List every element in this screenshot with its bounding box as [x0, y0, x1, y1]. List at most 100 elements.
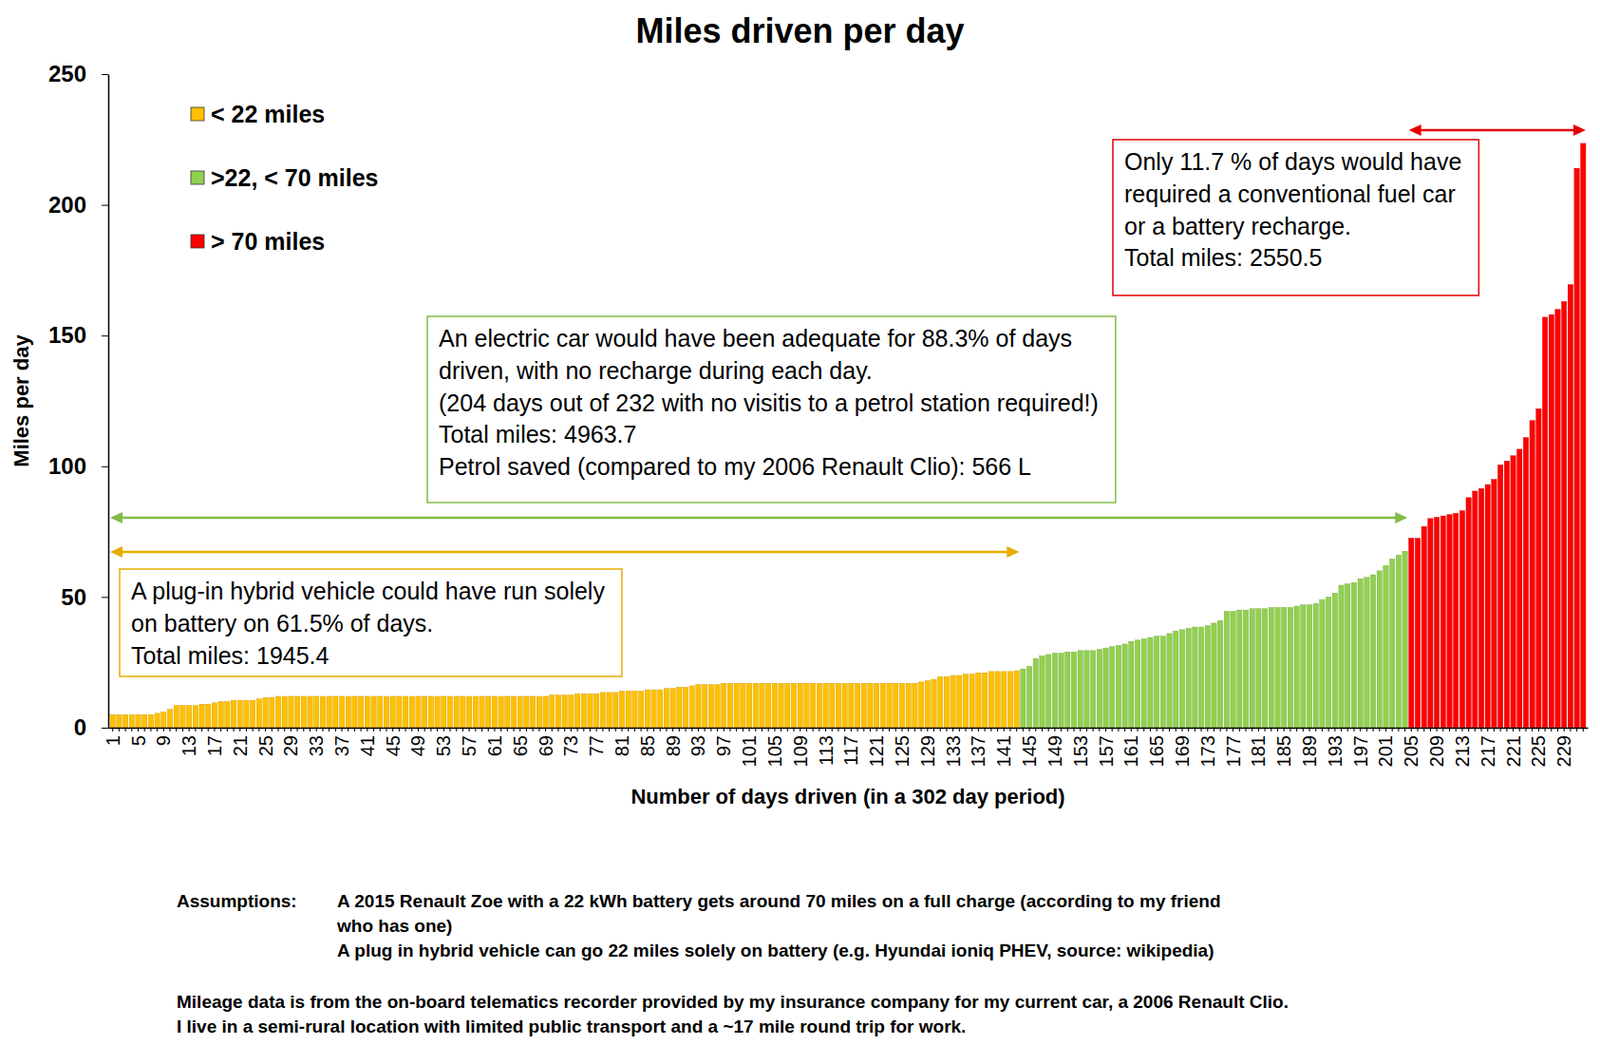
x-tick-mark: [1264, 727, 1266, 732]
bar: [1574, 168, 1580, 728]
annotation: An electric car would have been adequate…: [427, 316, 1116, 503]
x-tick-mark: [634, 727, 636, 732]
bar: [345, 696, 351, 728]
range-arrow: [1409, 124, 1586, 136]
x-tick-label: 113: [815, 734, 837, 766]
x-tick: [557, 727, 559, 732]
bar: [1033, 658, 1038, 728]
x-tick-mark: [1576, 727, 1578, 732]
bar: [314, 696, 320, 728]
bar: [536, 696, 542, 728]
bar: [357, 696, 363, 728]
bar: [1395, 554, 1401, 728]
x-tick-mark: [812, 727, 814, 732]
x-tick: 9: [152, 727, 174, 746]
x-tick: [564, 727, 565, 732]
x-tick-mark: [697, 727, 699, 732]
x-tick: [1022, 727, 1024, 732]
x-tick: [1041, 727, 1043, 732]
x-tick: [1175, 727, 1177, 732]
x-tick: 133: [942, 727, 964, 767]
bar: [1370, 574, 1375, 728]
x-tick: [500, 727, 502, 732]
x-tick-mark: [1003, 727, 1005, 732]
arrow-head: [1394, 511, 1408, 524]
bar: [1001, 671, 1007, 728]
x-tick-label: 197: [1350, 734, 1372, 767]
x-tick-mark: [1487, 727, 1488, 732]
bar: [352, 696, 358, 728]
bar: [1562, 301, 1567, 728]
bar: [1459, 510, 1465, 728]
bar: [1497, 464, 1503, 728]
x-tick: [1397, 727, 1399, 732]
x-tick: 53: [432, 727, 454, 756]
x-tick-mark: [220, 727, 222, 732]
x-tick: [538, 727, 540, 732]
bar: [211, 702, 217, 728]
bar: [835, 682, 841, 728]
x-tick: [1187, 727, 1189, 732]
x-tick: [583, 727, 584, 732]
bar: [962, 674, 968, 728]
x-tick-mark: [239, 727, 241, 732]
x-tick-mark: [264, 727, 266, 732]
x-tick: [1072, 727, 1074, 732]
x-tick: [1048, 727, 1050, 732]
x-tick-mark: [806, 727, 808, 732]
x-tick: [424, 727, 426, 732]
x-tick: [233, 727, 235, 732]
x-tick: [691, 727, 693, 732]
annotation-text: Only 11.7 % of days would have: [1124, 148, 1462, 175]
annotation-box: [119, 568, 622, 677]
bar: [1014, 670, 1019, 728]
x-tick-mark: [959, 727, 960, 732]
x-tick: [1404, 727, 1406, 732]
range-arrow: [110, 545, 1019, 558]
bar: [1148, 637, 1153, 728]
bar: [402, 696, 408, 728]
bar: [1039, 655, 1045, 728]
bar: [1504, 460, 1509, 728]
bar: [1325, 596, 1331, 728]
bar: [790, 682, 796, 728]
x-tick-mark: [1239, 727, 1241, 732]
bar: [1319, 599, 1325, 728]
x-tick: 181: [1247, 727, 1269, 767]
bar: [167, 709, 172, 728]
x-tick: [1060, 727, 1062, 732]
x-tick: [507, 727, 509, 732]
bar: [613, 692, 619, 728]
x-tick-mark: [1175, 727, 1177, 732]
x-tick: [488, 727, 490, 732]
bar: [1510, 455, 1516, 728]
x-tick: 165: [1146, 727, 1168, 767]
bar: [861, 682, 866, 728]
bar: [778, 682, 784, 728]
x-tick: [1086, 727, 1088, 732]
x-tick-mark: [1347, 727, 1349, 732]
x-tick: [1468, 727, 1469, 732]
x-tick-label: 49: [407, 734, 429, 756]
x-tick: [462, 727, 464, 732]
x-tick-label: 1: [102, 734, 124, 746]
x-tick: [532, 727, 534, 732]
x-tick: [1474, 727, 1476, 732]
bar: [230, 699, 236, 728]
annotation-text: An electric car would have been adequate…: [438, 324, 1073, 352]
x-tick: [405, 727, 407, 732]
bar: [1052, 653, 1057, 728]
x-tick: [761, 727, 763, 732]
x-tick: [1550, 727, 1552, 732]
bar: [734, 682, 739, 728]
x-tick-label: 229: [1553, 734, 1575, 767]
x-tick-mark: [1054, 727, 1055, 732]
x-tick-mark: [1442, 727, 1444, 732]
bar: [574, 693, 580, 728]
x-tick-mark: [1455, 727, 1457, 732]
bar: [1472, 490, 1478, 728]
bar: [638, 690, 643, 728]
x-tick: [615, 727, 617, 732]
x-tick-mark: [844, 727, 846, 732]
bar: [912, 682, 918, 728]
